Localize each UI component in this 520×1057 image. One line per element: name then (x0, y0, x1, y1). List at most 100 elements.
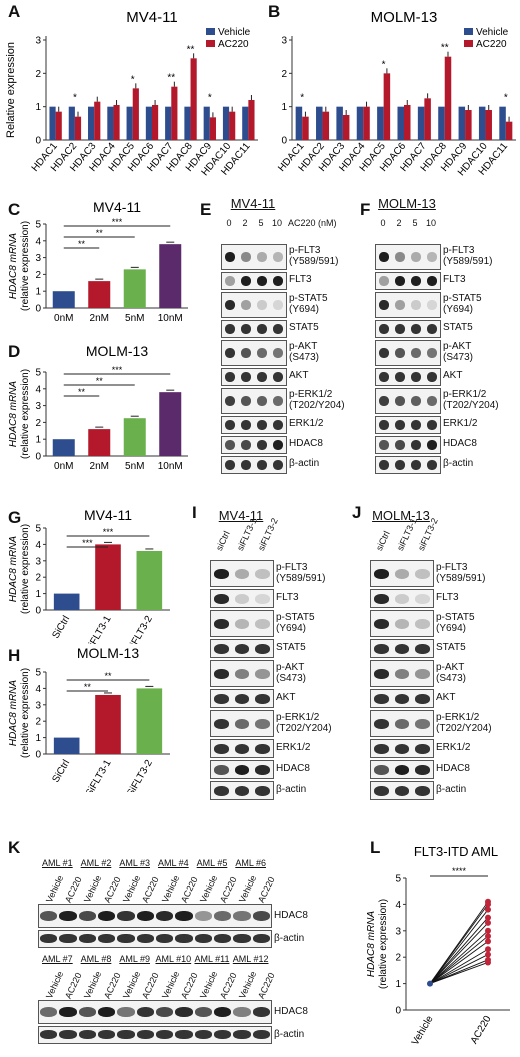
blot-row (370, 760, 434, 779)
blot-band (214, 911, 232, 921)
blot-band (427, 372, 437, 382)
blot-row (221, 340, 287, 366)
blot-band (136, 1007, 154, 1017)
blot-band (225, 348, 235, 358)
western-blot-i-mv411: MV4-11 siCtrl siFLT3-1 siFLT3-2 p-FLT3 (Y589… (190, 502, 350, 832)
blot-band (257, 372, 267, 382)
western-blot-e-mv411: MV4-11 AC220 (nM) 0 2 5 10 p-FLT3 (Y589/591) FL… (195, 196, 355, 502)
y-tick-label: 4 (395, 900, 401, 911)
patient-label: AML #10 (155, 954, 192, 964)
blot-band (411, 420, 421, 430)
y-tick-label: 5 (35, 524, 41, 535)
y-tick-label: 2 (395, 953, 401, 964)
pair-line (429, 962, 489, 985)
y-axis-label: HDAC8 mRNA (8, 381, 19, 447)
blot-band (40, 911, 58, 921)
y-tick-label: 3 (35, 36, 41, 47)
y-tick-label: 0 (395, 1006, 401, 1017)
blot-band (257, 324, 267, 334)
blot-band (427, 420, 437, 430)
blot-band (379, 460, 389, 470)
blot-row (210, 760, 274, 779)
blot-row (370, 639, 434, 658)
panel-label-d: D (8, 342, 21, 361)
x-tick-label: SiCtrl (51, 614, 73, 641)
panel-label-k: K (8, 838, 21, 857)
blot-band (379, 396, 389, 406)
blot-row-label: p-FLT3 (Y589/591) (276, 561, 326, 584)
lane-label: AC220 (140, 971, 162, 1001)
y-axis-label: HDAC8 mRNA (366, 911, 377, 977)
blot-row-label: p-STAT5 (Y694) (443, 293, 482, 315)
blot-row (375, 456, 441, 474)
blot-band (234, 618, 250, 629)
blot-row (375, 244, 441, 270)
y-tick-label: 3 (35, 401, 41, 412)
point-ac220 (485, 933, 491, 940)
blot-row-label: p-AKT (S473) (289, 341, 320, 363)
chart-title: MV4-11 (84, 507, 132, 523)
patient-label: AML #5 (196, 858, 228, 868)
bar-ac220 (74, 116, 82, 140)
blot-row (375, 272, 441, 290)
chart-c-hdac8-mrna-mv411: MV4-11 HDAC8 mRNA (relative expression) 0 1 2… (8, 199, 188, 324)
western-blot-k-patient-samples: AML #1 AML #2 AML #3 AML #4 AML #5 AML #6 Vehi… (0, 834, 360, 1057)
blot-band (59, 934, 77, 943)
blot-band (427, 348, 437, 358)
blot-band (78, 934, 96, 943)
blot-band (214, 668, 229, 679)
blot-row-label: HDAC8 (274, 910, 308, 921)
bar-ac220 (94, 101, 101, 140)
bar (136, 688, 163, 754)
blot-band (257, 300, 267, 310)
blot-row (210, 589, 274, 608)
blot-band (241, 396, 251, 406)
blot-row-label: STAT5 (276, 641, 306, 653)
bar-vehicle (438, 106, 445, 140)
blot-band (255, 785, 270, 796)
blot-row-label: FLT3 (276, 591, 299, 603)
panel-label-h: H (8, 646, 21, 665)
y-tick-label: 0 (281, 136, 287, 147)
blot-row (210, 739, 274, 758)
y-axis-label-sub: (relative expression) (378, 899, 389, 989)
blot-row (370, 781, 434, 800)
bar (95, 544, 121, 610)
blot-band (257, 396, 267, 406)
chart-title: FLT3-ITD AML (414, 844, 498, 859)
blot-band (175, 1007, 193, 1017)
blot-band (415, 743, 430, 754)
blot-band (394, 718, 410, 729)
blot-band (214, 785, 229, 796)
panel-label-l: L (370, 838, 381, 857)
blot-row-label: STAT5 (443, 322, 473, 333)
y-tick-label: 0 (35, 136, 41, 147)
lane-label: Vehicle (198, 873, 220, 905)
blot-band (411, 396, 421, 406)
blot-band (411, 440, 421, 450)
bar-ac220 (55, 111, 62, 140)
y-tick-label: 0 (35, 750, 41, 761)
blot-row (221, 272, 287, 290)
blot-row (221, 320, 287, 338)
bar (159, 244, 182, 308)
blot-band (234, 668, 250, 679)
blot-row-label: β-actin (274, 1029, 305, 1040)
patient-label: AML #6 (235, 858, 266, 868)
y-axis-label: HDAC8 mRNA (8, 233, 19, 299)
blot-row-label: HDAC8 (274, 1006, 308, 1017)
bar-ac220 (248, 100, 255, 140)
blot-band (255, 618, 270, 629)
blot-row-label: HDAC8 (276, 762, 310, 774)
x-tick-label: AC220 (469, 1014, 494, 1046)
significance-label: * (504, 93, 508, 104)
y-axis-label: HDAC8 mRNA (8, 536, 19, 602)
y-tick-label: 2 (35, 69, 41, 80)
blot-band (59, 911, 77, 921)
blot-band (175, 911, 193, 921)
blot-band (136, 911, 154, 921)
bar (53, 737, 80, 754)
blot-row (210, 639, 274, 658)
panel-label-b: B (268, 2, 281, 21)
lane-label: Vehicle (82, 969, 104, 1001)
